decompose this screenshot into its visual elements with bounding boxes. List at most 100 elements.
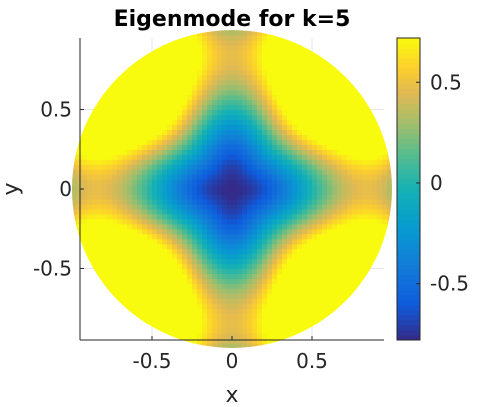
field-cell xyxy=(132,308,138,314)
field-cell xyxy=(272,208,278,215)
field-cell xyxy=(312,213,318,220)
field-cell xyxy=(97,154,103,160)
field-cell xyxy=(122,114,128,121)
field-cell xyxy=(362,223,368,230)
field-cell xyxy=(357,278,363,284)
field-cell xyxy=(257,233,263,240)
field-cell xyxy=(287,268,293,275)
field-cell xyxy=(312,184,318,190)
field-cell xyxy=(207,268,213,275)
field-cell xyxy=(167,139,173,145)
field-cell xyxy=(387,144,392,150)
field-cell xyxy=(282,79,288,86)
field-cell xyxy=(277,84,283,91)
field-cell xyxy=(242,243,248,250)
colorbar-band xyxy=(397,209,420,215)
field-cell xyxy=(157,169,163,175)
field-cell xyxy=(212,59,218,66)
field-cell xyxy=(302,198,308,205)
field-cell xyxy=(387,134,392,140)
field-cell xyxy=(112,159,118,165)
field-cell xyxy=(302,193,308,200)
field-cell xyxy=(272,84,278,91)
field-cell xyxy=(207,94,213,101)
field-cell xyxy=(317,208,323,215)
field-cell xyxy=(152,298,158,304)
field-cell xyxy=(112,89,118,96)
field-cell xyxy=(212,134,218,140)
field-cell xyxy=(292,114,298,121)
field-cell xyxy=(237,313,243,319)
field-cell xyxy=(242,189,248,195)
field-cell xyxy=(87,109,93,116)
field-cell xyxy=(92,174,98,180)
field-cell xyxy=(332,198,338,205)
field-cell xyxy=(82,179,88,185)
field-cell xyxy=(92,278,98,284)
field-cell xyxy=(217,208,223,215)
field-cell xyxy=(307,238,313,245)
field-cell xyxy=(312,164,318,170)
field-cell xyxy=(297,288,303,294)
field-cell xyxy=(117,149,123,155)
field-cell xyxy=(302,89,308,96)
field-cell xyxy=(307,198,313,205)
field-cell xyxy=(372,193,378,200)
field-cell xyxy=(227,198,233,205)
field-cell xyxy=(177,268,183,275)
field-cell xyxy=(217,79,223,86)
field-cell xyxy=(142,233,148,240)
field-cell xyxy=(352,273,358,280)
field-cell xyxy=(342,129,348,135)
field-cell xyxy=(127,308,133,314)
field-cell xyxy=(132,208,138,215)
field-cell xyxy=(362,89,368,96)
field-cell xyxy=(182,99,188,106)
field-cell xyxy=(222,49,228,56)
field-cell xyxy=(272,223,278,230)
field-cell xyxy=(282,253,288,260)
field-cell xyxy=(142,69,148,76)
field-cell xyxy=(87,169,93,175)
field-cell xyxy=(217,328,223,334)
field-cell xyxy=(352,179,358,185)
field-cell xyxy=(272,129,278,135)
field-cell xyxy=(187,164,193,170)
field-cell xyxy=(252,184,258,190)
field-cell xyxy=(302,248,308,255)
field-cell xyxy=(97,124,103,130)
field-cell xyxy=(182,174,188,180)
field-cell xyxy=(302,253,308,260)
field-cell xyxy=(257,39,263,46)
field-cell xyxy=(347,293,353,299)
field-cell xyxy=(237,79,243,86)
field-cell xyxy=(332,278,338,284)
field-cell xyxy=(372,213,378,220)
field-cell xyxy=(347,263,353,270)
field-cell xyxy=(117,198,123,205)
field-cell xyxy=(367,273,373,280)
field-cell xyxy=(177,258,183,265)
field-cell xyxy=(307,74,313,81)
field-cell xyxy=(312,303,318,309)
field-cell xyxy=(232,124,238,130)
field-cell xyxy=(272,44,278,51)
field-cell xyxy=(182,308,188,314)
field-cell xyxy=(327,159,333,165)
field-cell xyxy=(157,218,163,225)
field-cell xyxy=(117,268,123,275)
field-cell xyxy=(112,258,118,265)
field-cell xyxy=(342,184,348,190)
field-cell xyxy=(167,333,173,339)
field-cell xyxy=(307,253,313,260)
field-cell xyxy=(287,129,293,135)
field-cell xyxy=(282,35,288,41)
field-cell xyxy=(152,89,158,96)
field-cell xyxy=(137,84,143,91)
field-cell xyxy=(332,263,338,270)
field-cell xyxy=(137,263,143,270)
field-cell xyxy=(227,248,233,255)
field-cell xyxy=(197,248,203,255)
field-cell xyxy=(357,283,363,289)
field-cell xyxy=(267,318,273,324)
